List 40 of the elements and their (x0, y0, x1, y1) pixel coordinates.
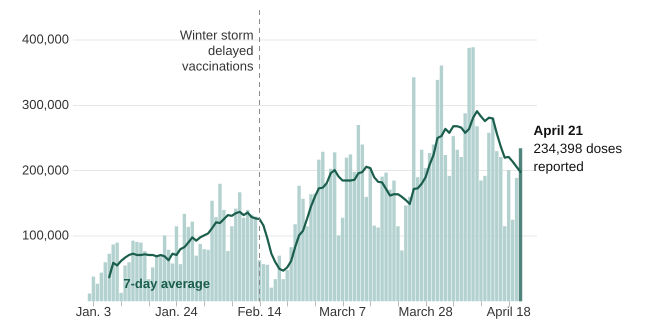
bar (250, 214, 254, 302)
x-tick-label: April 18 (486, 304, 531, 319)
bar (380, 176, 384, 302)
bar (111, 244, 115, 302)
bar (491, 118, 495, 302)
x-tick-label: Jan. 3 (76, 304, 112, 319)
x-tick-label: Feb. 14 (237, 304, 282, 319)
bar (356, 124, 360, 302)
y-tick-label: 300,000 (22, 96, 69, 112)
y-tick-label: 100,000 (22, 228, 69, 243)
bar (514, 178, 518, 302)
bar (332, 152, 336, 302)
y-tick-label: 200,000 (22, 162, 69, 178)
bar (254, 216, 258, 302)
bar (246, 210, 250, 302)
bar (467, 48, 471, 302)
bar (297, 186, 301, 302)
bar (309, 194, 313, 302)
x-tick-label: March 28 (398, 304, 453, 319)
ref-line-label: Winter storm delayed vaccinations (180, 28, 254, 74)
series-label: 7-day average (123, 276, 210, 291)
bar (384, 172, 388, 302)
x-tick-label: Jan. 24 (155, 304, 198, 319)
y-tick-label: 400,000 (22, 32, 69, 47)
bar (506, 170, 510, 302)
bar (266, 264, 270, 302)
bar (420, 150, 424, 302)
bar (321, 152, 324, 302)
bar (92, 276, 96, 302)
annotation: April 21 234,398 doses reported (534, 122, 622, 174)
bar (210, 200, 214, 302)
bar (440, 65, 444, 302)
bar (238, 192, 242, 302)
bar (368, 168, 372, 302)
bar (412, 77, 416, 302)
x-tick-label: March 7 (319, 304, 366, 319)
bar (471, 47, 475, 302)
bar (278, 256, 281, 302)
bar (115, 242, 119, 302)
bar (452, 136, 455, 302)
